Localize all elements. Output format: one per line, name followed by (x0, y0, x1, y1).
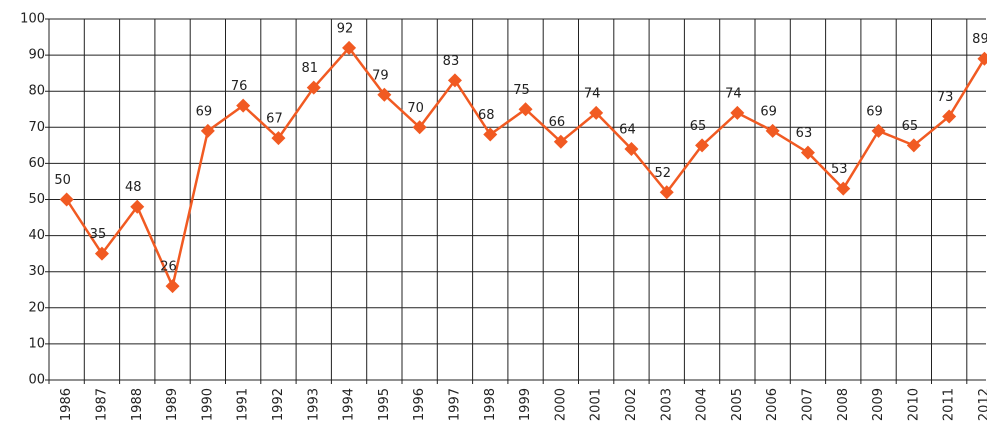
data-label: 81 (301, 61, 318, 76)
x-tick-label: 1986 (59, 388, 74, 421)
marker (483, 127, 498, 142)
data-label: 92 (337, 21, 354, 36)
data-label: 89 (972, 32, 987, 47)
x-tick-label: 1988 (130, 388, 145, 421)
data-label: 65 (690, 119, 707, 134)
marker (165, 279, 180, 294)
y-tick-label: 00 (28, 373, 45, 388)
y-tick-label: 70 (28, 120, 45, 135)
marker (271, 131, 286, 146)
data-label: 73 (937, 90, 954, 105)
x-tick-label: 2003 (659, 388, 674, 421)
marker (377, 87, 392, 102)
y-tick-label: 10 (28, 336, 45, 351)
data-label: 52 (654, 166, 671, 181)
x-tick-label: 1992 (271, 388, 286, 421)
data-label: 74 (584, 86, 601, 101)
x-tick-label: 2005 (730, 388, 745, 421)
data-label: 50 (54, 173, 71, 188)
y-tick-label: 60 (28, 156, 45, 171)
x-tick-label: 1993 (306, 388, 321, 421)
y-tick-label: 30 (28, 264, 45, 279)
data-label: 65 (902, 119, 919, 134)
x-tick-label: 2011 (942, 388, 957, 421)
marker (342, 40, 357, 55)
data-label: 83 (443, 54, 460, 69)
data-label: 26 (160, 260, 177, 275)
data-label: 69 (866, 104, 883, 119)
x-tick-label: 2010 (906, 388, 921, 421)
marker (906, 138, 921, 153)
y-tick-label: 50 (28, 192, 45, 207)
marker (871, 123, 886, 138)
x-tick-label: 1995 (377, 388, 392, 421)
marker (730, 105, 745, 120)
x-tick-label: 1989 (165, 388, 180, 421)
data-label: 69 (196, 104, 213, 119)
marker (518, 102, 533, 117)
data-label: 35 (90, 227, 107, 242)
x-tick-label: 2007 (800, 388, 815, 421)
x-tick-label: 1996 (412, 388, 427, 421)
x-tick-label: 2006 (765, 388, 780, 421)
x-tick-label: 1997 (447, 388, 462, 421)
x-tick-label: 2000 (553, 388, 568, 421)
marker (836, 181, 851, 196)
marker (624, 141, 639, 156)
marker (306, 80, 321, 95)
data-label: 69 (760, 104, 777, 119)
y-tick-label: 90 (28, 48, 45, 63)
marker (447, 73, 462, 88)
marker (553, 134, 568, 149)
marker (59, 192, 74, 207)
marker (659, 185, 674, 200)
marker (94, 246, 109, 261)
marker (800, 145, 815, 160)
data-label: 68 (478, 108, 495, 123)
data-label: 64 (619, 122, 636, 137)
x-tick-label: 2012 (977, 388, 987, 421)
x-tick-label: 2001 (589, 388, 604, 421)
x-tick-label: 1990 (200, 388, 215, 421)
y-tick-label: 80 (28, 84, 45, 99)
data-label: 67 (266, 112, 283, 127)
data-label: 76 (231, 79, 248, 94)
marker (942, 109, 957, 124)
marker (130, 199, 145, 214)
marker (236, 98, 251, 113)
marker (412, 120, 427, 135)
data-label: 70 (407, 101, 424, 116)
x-tick-label: 1991 (236, 388, 251, 421)
x-tick-label: 2002 (624, 388, 639, 421)
marker (977, 51, 987, 66)
y-tick-label: 20 (28, 300, 45, 315)
x-tick-label: 1987 (94, 388, 109, 421)
y-tick-label: 40 (28, 228, 45, 243)
x-tick-label: 2008 (836, 388, 851, 421)
x-tick-label: 1998 (483, 388, 498, 421)
data-label: 48 (125, 180, 142, 195)
marker (589, 105, 604, 120)
y-tick-label: 100 (20, 12, 45, 27)
data-label: 66 (549, 115, 566, 130)
x-tick-label: 2009 (871, 388, 886, 421)
data-label: 74 (725, 86, 742, 101)
data-label: 75 (513, 83, 530, 98)
data-label: 53 (831, 162, 848, 177)
x-tick-label: 2004 (695, 388, 710, 421)
data-label: 63 (796, 126, 813, 141)
marker (695, 138, 710, 153)
marker (200, 123, 215, 138)
marker (765, 123, 780, 138)
x-tick-label: 1994 (342, 388, 357, 421)
x-tick-label: 1999 (518, 388, 533, 421)
data-label: 79 (372, 68, 389, 83)
